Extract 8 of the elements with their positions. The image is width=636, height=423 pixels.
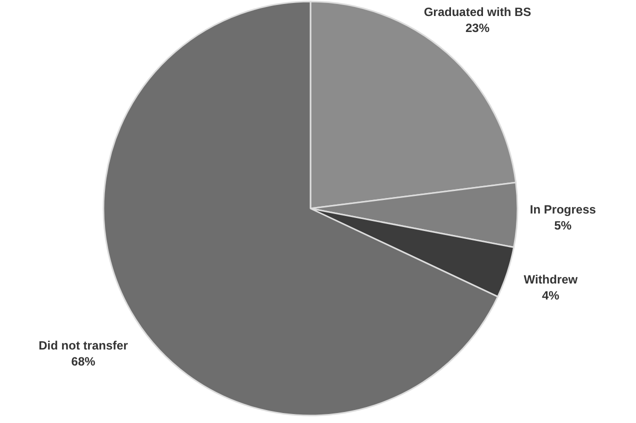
data-label: 68%: [71, 354, 96, 369]
slice-label: Withdrew: [524, 272, 578, 287]
slice-label: Did not transfer: [38, 338, 128, 353]
slice-label: In Progress: [530, 202, 596, 216]
slice-label: Graduated with BS: [424, 5, 532, 20]
data-label: 23%: [466, 21, 490, 36]
data-label: 5%: [554, 218, 572, 232]
data-label: 4%: [542, 288, 560, 303]
